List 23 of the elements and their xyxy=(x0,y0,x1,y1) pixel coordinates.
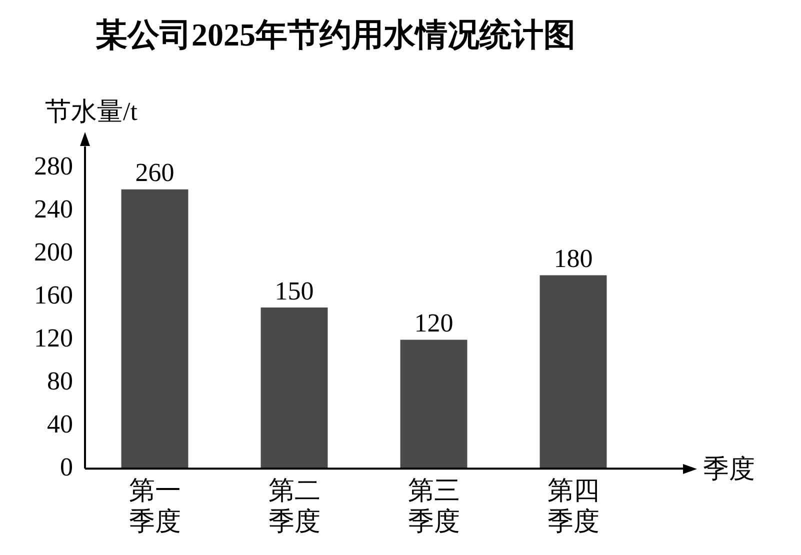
y-tick-label: 240 xyxy=(34,194,73,224)
chart-title: 某公司2025年节约用水情况统计图 xyxy=(96,16,576,52)
data-label: 150 xyxy=(274,276,314,306)
y-tick-label: 40 xyxy=(47,409,73,438)
bar xyxy=(260,308,328,469)
y-tick-label: 160 xyxy=(34,280,73,310)
x-axis-title: 季度 xyxy=(703,454,755,484)
y-tick-label: 280 xyxy=(34,152,73,181)
x-tick-label: 第三季度 xyxy=(408,476,460,536)
data-label: 260 xyxy=(135,158,174,188)
x-tick-label: 第四季度 xyxy=(547,476,600,536)
data-label: 180 xyxy=(554,244,593,274)
y-tick-label: 80 xyxy=(47,366,73,396)
bar xyxy=(540,275,607,469)
y-tick-label: 120 xyxy=(34,324,73,353)
y-axis-title: 节水量/t xyxy=(45,97,138,126)
y-tick-label: 0 xyxy=(60,452,73,482)
bar xyxy=(400,340,468,469)
x-tick-label: 第二季度 xyxy=(268,476,320,536)
data-label: 120 xyxy=(414,308,454,338)
y-tick-label: 200 xyxy=(34,238,73,267)
x-tick-label: 第一季度 xyxy=(128,476,181,536)
bar xyxy=(121,189,188,469)
